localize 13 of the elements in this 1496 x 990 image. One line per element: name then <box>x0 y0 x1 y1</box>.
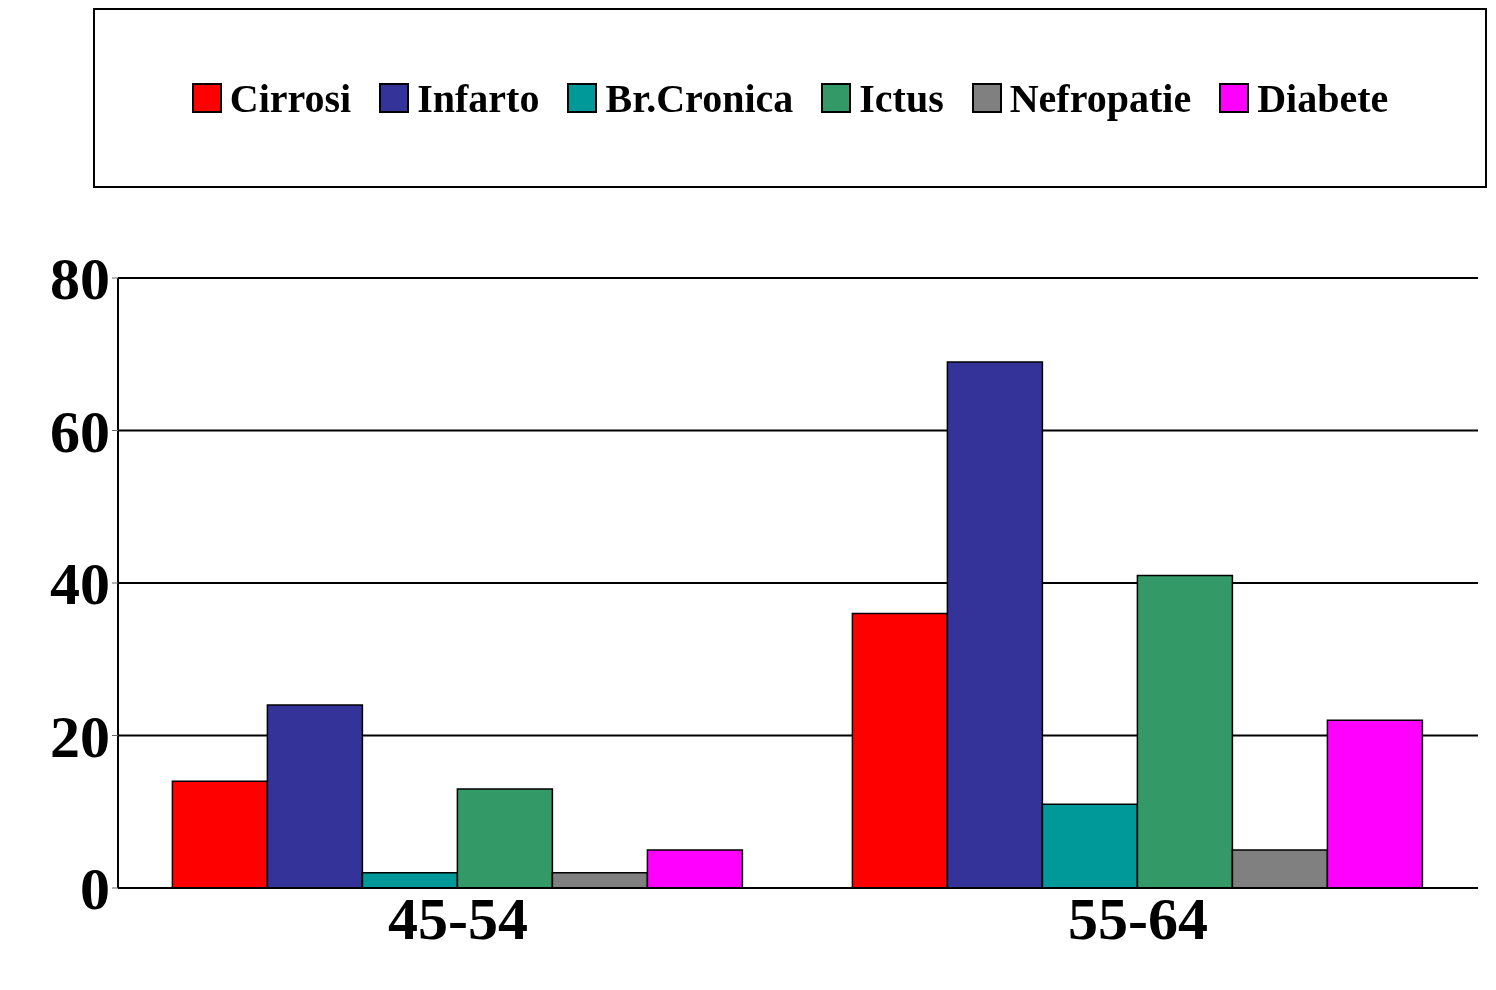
x-tick-label: 45-54 <box>388 885 528 952</box>
legend-label: Diabete <box>1257 74 1389 122</box>
legend-label: Br.Cronica <box>605 74 794 122</box>
y-tick-label: 20 <box>50 703 110 770</box>
x-tick-label: 55-64 <box>1068 885 1208 952</box>
y-tick-label: 0 <box>80 856 110 923</box>
legend-label: Nefropatie <box>1009 74 1192 122</box>
y-tick-label: 40 <box>50 551 110 618</box>
legend-label: Cirrosi <box>229 74 352 122</box>
legend-label: Infarto <box>417 74 540 122</box>
y-tick-label: 80 <box>50 246 110 313</box>
y-tick-label: 60 <box>50 398 110 465</box>
legend-label: Ictus <box>859 74 944 122</box>
